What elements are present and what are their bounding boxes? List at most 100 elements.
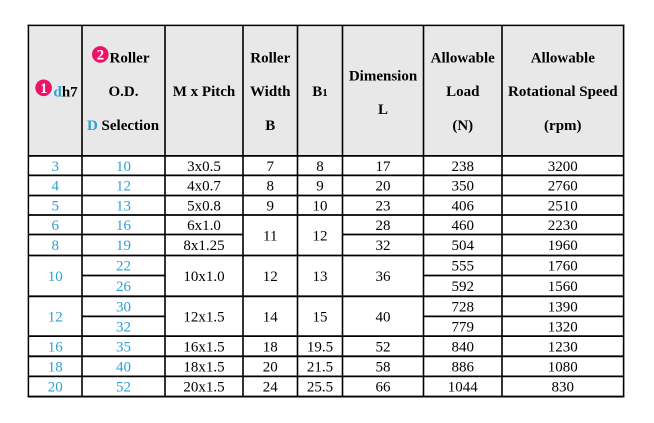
svg-text:406: 406 — [452, 198, 475, 214]
svg-text:Roller: Roller — [110, 50, 150, 66]
svg-text:840: 840 — [452, 339, 475, 355]
svg-text:Width: Width — [250, 84, 291, 100]
svg-text:dh7: dh7 — [54, 84, 79, 100]
svg-text:B1: B1 — [312, 84, 328, 100]
svg-text:4: 4 — [51, 179, 59, 195]
svg-text:592: 592 — [452, 279, 475, 295]
svg-text:9: 9 — [316, 179, 324, 195]
svg-text:6: 6 — [51, 218, 59, 234]
svg-text:Allowable: Allowable — [431, 50, 496, 66]
svg-text:M x Pitch: M x Pitch — [173, 84, 236, 100]
svg-text:11: 11 — [263, 228, 277, 244]
svg-text:8: 8 — [267, 179, 275, 195]
svg-text:(N): (N) — [452, 118, 473, 134]
svg-text:1760: 1760 — [548, 259, 578, 275]
svg-text:B: B — [265, 118, 275, 134]
svg-text:2760: 2760 — [548, 179, 578, 195]
svg-text:779: 779 — [452, 319, 475, 335]
svg-text:36: 36 — [376, 269, 392, 285]
svg-text:12: 12 — [313, 228, 328, 244]
svg-text:6x1.0: 6x1.0 — [187, 218, 221, 234]
svg-text:886: 886 — [452, 360, 475, 376]
svg-text:1230: 1230 — [548, 339, 578, 355]
svg-text:23: 23 — [376, 198, 391, 214]
svg-text:5x0.8: 5x0.8 — [187, 198, 221, 214]
svg-text:13: 13 — [313, 269, 328, 285]
svg-text:20: 20 — [263, 360, 278, 376]
svg-text:66: 66 — [376, 380, 392, 396]
svg-text:18x1.5: 18x1.5 — [183, 360, 224, 376]
svg-text:14: 14 — [263, 309, 279, 325]
svg-text:16: 16 — [116, 218, 132, 234]
svg-text:1044: 1044 — [448, 380, 479, 396]
svg-text:1080: 1080 — [548, 360, 578, 376]
svg-text:28: 28 — [376, 218, 391, 234]
svg-text:30: 30 — [116, 300, 131, 316]
svg-text:8: 8 — [316, 159, 324, 175]
svg-text:21.5: 21.5 — [307, 360, 333, 376]
svg-text:12: 12 — [48, 309, 63, 325]
svg-text:7: 7 — [267, 159, 275, 175]
svg-text:17: 17 — [376, 159, 392, 175]
svg-text:20: 20 — [376, 179, 391, 195]
svg-text:555: 555 — [452, 259, 475, 275]
svg-text:830: 830 — [552, 380, 575, 396]
svg-text:20: 20 — [48, 380, 63, 396]
svg-text:35: 35 — [116, 339, 131, 355]
svg-text:1: 1 — [40, 81, 48, 97]
svg-text:25.5: 25.5 — [307, 380, 333, 396]
svg-text:16x1.5: 16x1.5 — [183, 339, 224, 355]
svg-text:22: 22 — [116, 259, 131, 275]
svg-text:Rotational Speed: Rotational Speed — [508, 84, 618, 100]
svg-text:19.5: 19.5 — [307, 339, 333, 355]
svg-text:238: 238 — [452, 159, 475, 175]
svg-text:Roller: Roller — [250, 50, 290, 66]
svg-text:2: 2 — [97, 48, 105, 64]
svg-text:32: 32 — [376, 238, 391, 254]
svg-text:18: 18 — [263, 339, 278, 355]
svg-text:L: L — [378, 102, 388, 118]
svg-text:20x1.5: 20x1.5 — [183, 380, 224, 396]
svg-text:10: 10 — [116, 159, 131, 175]
svg-text:D Selection: D Selection — [87, 118, 160, 134]
svg-text:10: 10 — [313, 198, 328, 214]
svg-text:5: 5 — [51, 198, 59, 214]
svg-text:24: 24 — [263, 380, 279, 396]
svg-text:18: 18 — [48, 360, 63, 376]
svg-text:19: 19 — [116, 238, 131, 254]
svg-text:Dimension: Dimension — [349, 68, 418, 84]
svg-text:1390: 1390 — [548, 300, 578, 316]
svg-text:Load: Load — [446, 84, 480, 100]
svg-text:3x0.5: 3x0.5 — [187, 159, 221, 175]
svg-text:8: 8 — [51, 238, 59, 254]
svg-text:16: 16 — [48, 339, 64, 355]
svg-text:12: 12 — [263, 269, 278, 285]
svg-text:40: 40 — [116, 360, 131, 376]
svg-text:32: 32 — [116, 319, 131, 335]
svg-text:Allowable: Allowable — [531, 50, 596, 66]
svg-text:3200: 3200 — [548, 159, 578, 175]
svg-text:12: 12 — [116, 179, 131, 195]
svg-text:4x0.7: 4x0.7 — [187, 179, 221, 195]
svg-text:10: 10 — [48, 269, 63, 285]
svg-text:26: 26 — [116, 279, 132, 295]
svg-text:728: 728 — [452, 300, 475, 316]
svg-text:9: 9 — [267, 198, 275, 214]
svg-text:52: 52 — [376, 339, 391, 355]
svg-text:12x1.5: 12x1.5 — [183, 309, 224, 325]
svg-text:1560: 1560 — [548, 279, 578, 295]
svg-text:3: 3 — [51, 159, 59, 175]
svg-text:1960: 1960 — [548, 238, 578, 254]
svg-text:10x1.0: 10x1.0 — [183, 269, 224, 285]
svg-text:(rpm): (rpm) — [544, 118, 582, 134]
svg-text:O.D.: O.D. — [109, 84, 139, 100]
svg-text:58: 58 — [376, 360, 391, 376]
svg-text:15: 15 — [313, 309, 328, 325]
svg-text:13: 13 — [116, 198, 131, 214]
svg-text:1320: 1320 — [548, 319, 578, 335]
svg-text:2230: 2230 — [548, 218, 578, 234]
svg-text:8x1.25: 8x1.25 — [183, 238, 224, 254]
svg-text:460: 460 — [452, 218, 475, 234]
svg-text:52: 52 — [116, 380, 131, 396]
svg-text:40: 40 — [376, 309, 391, 325]
